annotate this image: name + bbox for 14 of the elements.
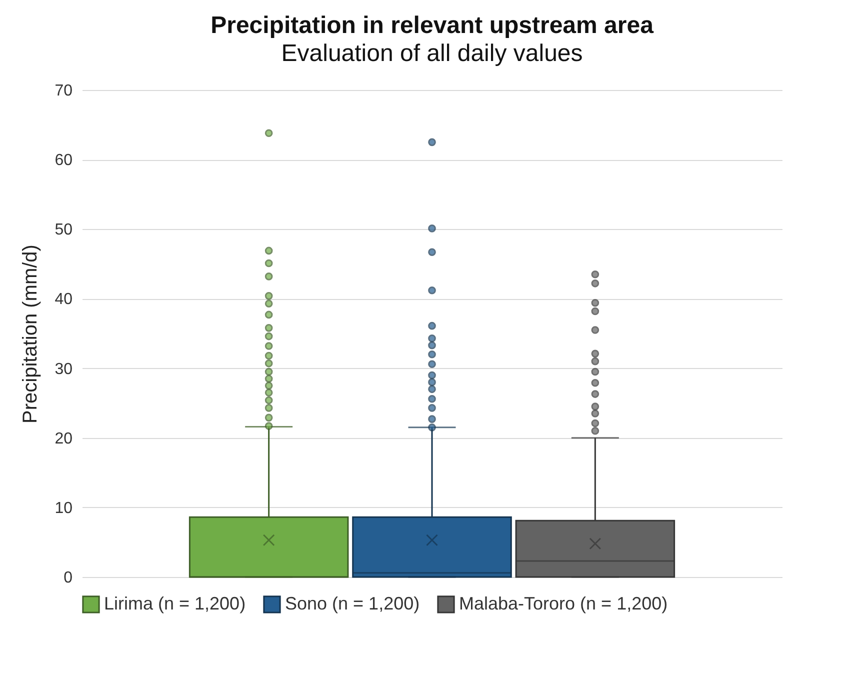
legend-label: Sono (n = 1,200) <box>285 593 420 614</box>
legend-label: Lirima (n = 1,200) <box>104 593 246 614</box>
chart-title: Precipitation in relevant upstream area <box>210 12 654 39</box>
legend-label: Malaba-Tororo (n = 1,200) <box>459 593 668 614</box>
y-tick-label: 0 <box>64 570 73 586</box>
y-tick-label: 70 <box>54 82 73 100</box>
y-tick-label: 20 <box>54 430 73 448</box>
chart-subtitle: Evaluation of all daily values <box>281 40 583 67</box>
y-axis-title: Precipitation (mm/d) <box>20 244 42 424</box>
y-tick-label: 60 <box>54 152 73 170</box>
y-tick-label: 40 <box>54 291 73 308</box>
y-tick-label: 30 <box>54 360 73 378</box>
y-tick-label: 10 <box>54 500 73 517</box>
y-tick-label: 50 <box>54 222 73 239</box>
